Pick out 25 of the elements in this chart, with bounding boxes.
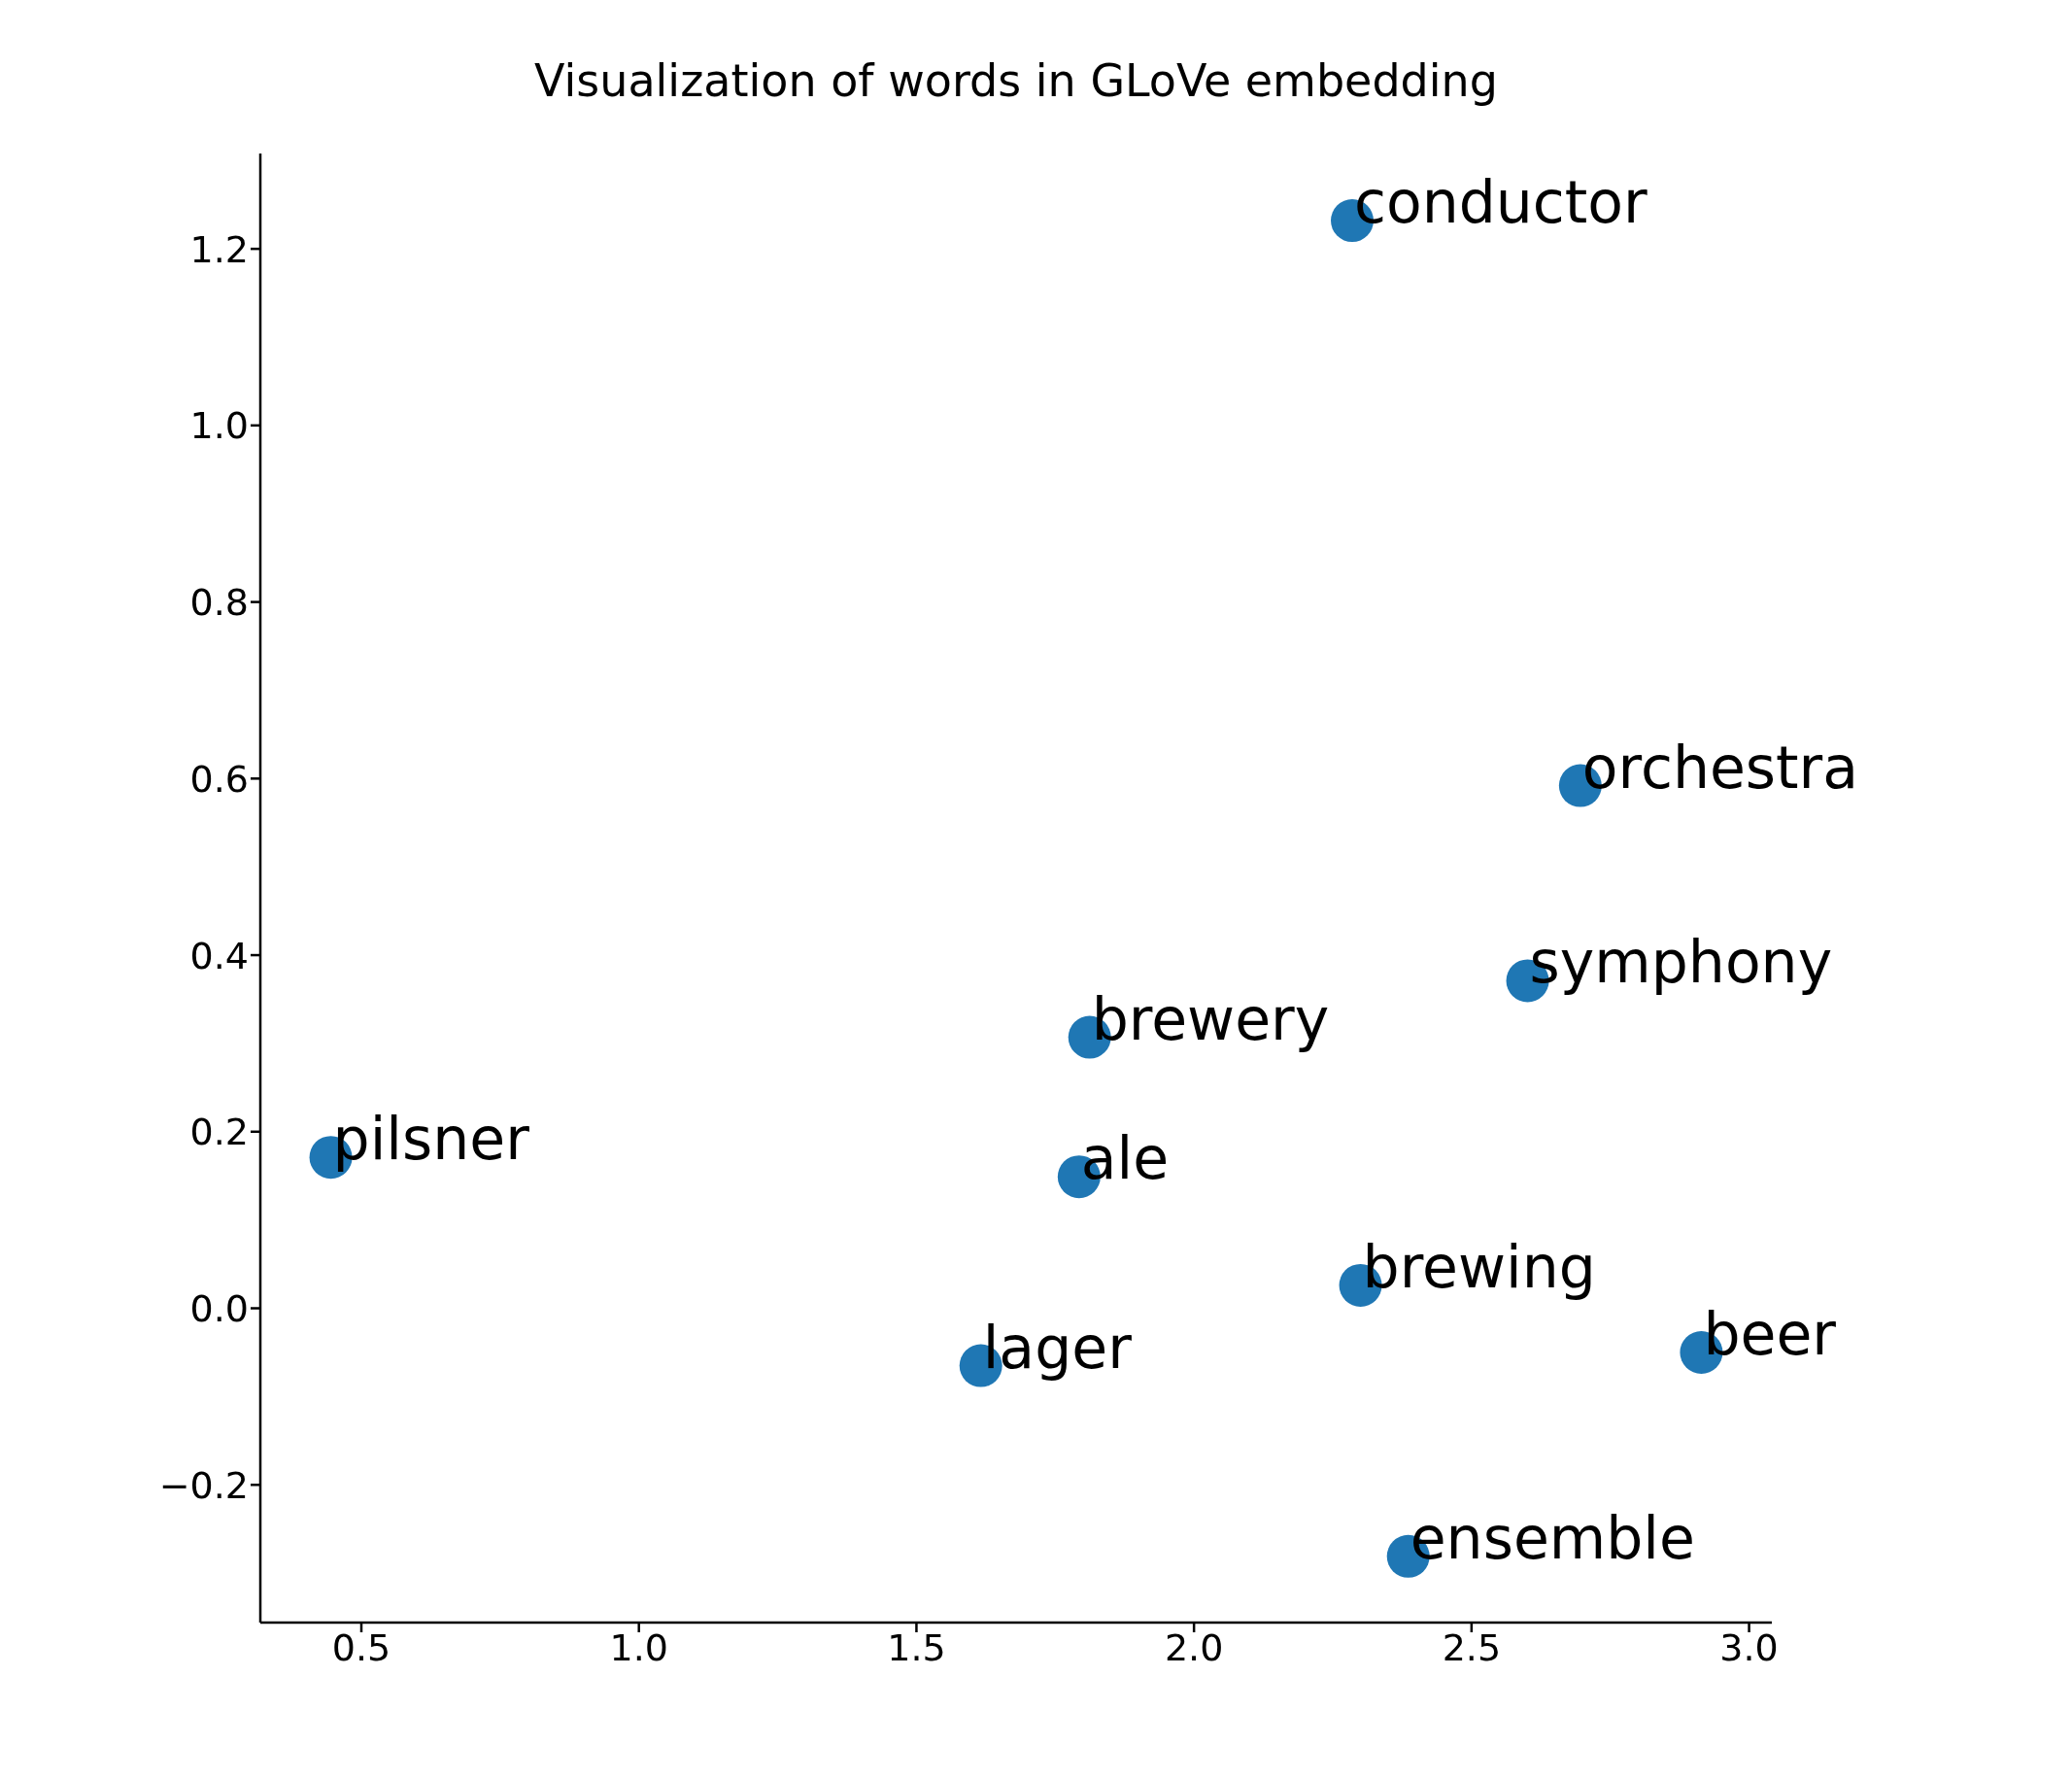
annotation: lager <box>982 1313 1133 1382</box>
y-tick-label: 0.2 <box>189 1111 249 1154</box>
x-tick-label: 1.0 <box>609 1625 668 1669</box>
x-tick-label: 1.5 <box>887 1625 946 1669</box>
annotation: beer <box>1703 1299 1837 1368</box>
annotation: pilsner <box>332 1105 530 1174</box>
y-tick-label: 0.6 <box>189 757 249 801</box>
annotation: brewing <box>1362 1232 1596 1301</box>
x-tick-label: 2.5 <box>1442 1625 1502 1669</box>
y-tick-label: 1.0 <box>189 404 249 448</box>
y-tick-label: 0.0 <box>189 1287 249 1331</box>
y-tick-label: −0.2 <box>158 1463 249 1507</box>
annotation: ensemble <box>1410 1503 1695 1572</box>
annotation: orchestra <box>1581 733 1859 802</box>
x-tick-label: 0.5 <box>331 1625 391 1669</box>
annotation: symphony <box>1529 928 1833 997</box>
annotation: conductor <box>1354 168 1648 237</box>
y-tick-label: 1.2 <box>189 227 249 271</box>
x-tick-label: 3.0 <box>1719 1625 1779 1669</box>
annotation: ale <box>1080 1124 1170 1193</box>
y-tick-label: 0.4 <box>189 934 249 977</box>
annotation: brewery <box>1091 984 1330 1053</box>
y-tick-label: 0.8 <box>189 581 249 625</box>
x-tick-label: 2.0 <box>1164 1625 1224 1669</box>
chart-title: Visualization of words in GLoVe embedding <box>533 54 1499 107</box>
